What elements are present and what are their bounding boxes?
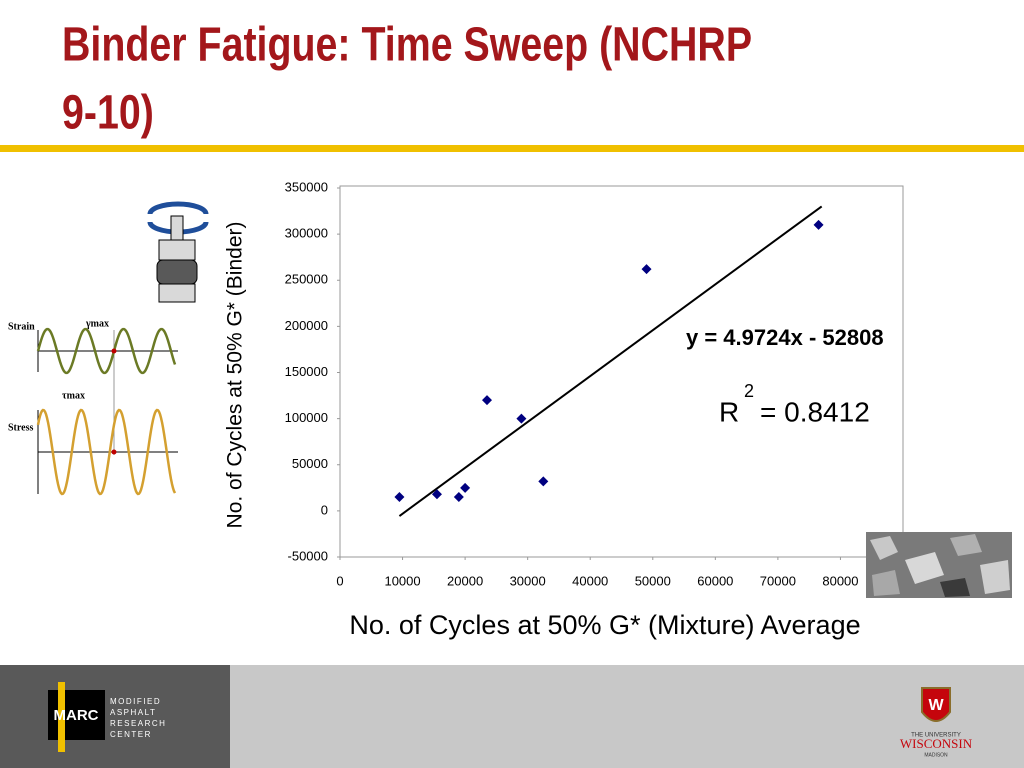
aggregate: [940, 578, 970, 597]
point: [431, 489, 442, 500]
mixture-photo: [866, 532, 1012, 598]
aggregate: [905, 552, 944, 584]
diagram-label: Strain: [8, 321, 35, 332]
dot: [111, 449, 117, 455]
title-group: Binder Fatigue: Time Sweep (NCHRP 9-10): [62, 18, 752, 140]
diagram-label: τmax: [62, 390, 85, 401]
y-tick-label: -50000: [288, 548, 328, 563]
footer-left: [0, 665, 230, 768]
footer-right: [230, 665, 1024, 768]
univ-top: THE UNIVERSITY: [911, 733, 961, 739]
x-tick-label: 60000: [697, 573, 733, 588]
slide-title: Binder Fatigue: Time Sweep (NCHRP: [62, 18, 752, 72]
org-text: MODIFIED: [110, 697, 161, 706]
plate: [158, 239, 196, 261]
org-text: RESEARCH: [110, 719, 166, 728]
aggregate: [870, 536, 898, 560]
dot: [111, 348, 117, 354]
y-tick-label: 50000: [292, 456, 328, 471]
point: [482, 395, 493, 406]
x-axis-label: No. of Cycles at 50% G* (Mixture) Averag…: [349, 610, 860, 640]
point: [516, 413, 527, 424]
specimen: [147, 201, 209, 303]
r2-superscript: 2: [744, 381, 754, 401]
point: [394, 492, 405, 503]
univ-name: WISCONSIN: [900, 736, 973, 751]
univ-city: MADISON: [924, 752, 948, 758]
y-tick-label: 200000: [285, 318, 328, 333]
aggregate: [872, 570, 900, 596]
crest: [921, 687, 951, 722]
equation: y = 4.9724x - 52808: [686, 325, 884, 350]
diagram-label: γmax: [85, 318, 109, 329]
y-tick-label: 0: [321, 502, 328, 517]
divider: [0, 145, 1024, 152]
org-text: CENTER: [110, 730, 152, 739]
point: [460, 482, 471, 493]
point: [538, 476, 549, 487]
x-tick-label: 80000: [822, 573, 858, 588]
rotation-arrow: [147, 201, 209, 215]
r2-label: R: [719, 396, 739, 427]
y-tick-label: 100000: [285, 410, 328, 425]
aggregate: [950, 534, 982, 556]
trendline: [398, 205, 823, 517]
diagram-label: Stress: [8, 422, 33, 433]
x-tick-label: 30000: [510, 573, 546, 588]
x-tick-label: 20000: [447, 573, 483, 588]
x-tick-label: 10000: [384, 573, 420, 588]
x-tick-label: 70000: [760, 573, 796, 588]
strain-wave: [36, 327, 177, 375]
aggregate: [980, 560, 1010, 594]
slide-title: 9-10): [62, 86, 154, 140]
y-tick-label: 300000: [285, 226, 328, 241]
y-tick-label: 150000: [285, 364, 328, 379]
r2-value: = 0.8412: [760, 396, 870, 427]
plate: [158, 283, 196, 303]
x-tick-label: 0: [336, 573, 343, 588]
spindle: [170, 215, 184, 241]
org-text: ASPHALT: [110, 708, 156, 717]
crest-letter: W: [928, 697, 944, 714]
plot-area: [339, 185, 904, 558]
x-tick-label: 40000: [572, 573, 608, 588]
point: [641, 264, 652, 275]
point: [813, 219, 824, 230]
y-tick-label: 250000: [285, 272, 328, 287]
logo-bar: [58, 682, 65, 752]
logo-text: MARC: [54, 707, 99, 724]
y-axis-label: No. of Cycles at 50% G* (Binder): [224, 222, 247, 529]
logo-box: [48, 690, 105, 740]
stress-wave: [36, 408, 177, 496]
binder: [156, 259, 198, 285]
point: [453, 492, 464, 503]
x-tick-label: 50000: [635, 573, 671, 588]
y-tick-label: 350000: [285, 179, 328, 194]
